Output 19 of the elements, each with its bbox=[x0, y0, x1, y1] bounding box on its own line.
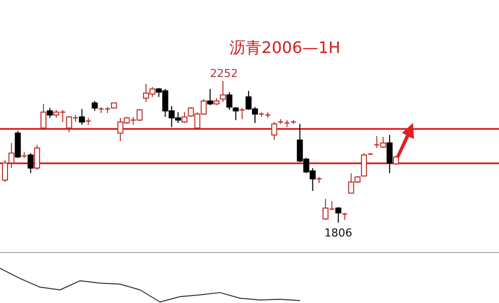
candlestick bbox=[40, 103, 46, 129]
candlestick bbox=[360, 152, 367, 176]
candlestick bbox=[386, 134, 393, 174]
chart-title: 沥青2006—1H bbox=[230, 38, 340, 57]
annotation: 2252 bbox=[210, 67, 238, 80]
candlestick bbox=[220, 80, 226, 102]
candlestick bbox=[232, 106, 239, 121]
candlestick bbox=[226, 92, 232, 110]
candlestick bbox=[207, 88, 214, 106]
candlestick bbox=[335, 206, 342, 224]
candlestick bbox=[92, 100, 98, 112]
candlestick bbox=[271, 121, 278, 141]
annotation: 1806 bbox=[324, 226, 352, 240]
candlestick bbox=[28, 152, 34, 174]
candlestick bbox=[14, 130, 21, 158]
candlestick bbox=[78, 108, 85, 126]
candlestick bbox=[46, 108, 53, 118]
candlestick bbox=[34, 144, 40, 170]
candlestick bbox=[181, 112, 188, 124]
